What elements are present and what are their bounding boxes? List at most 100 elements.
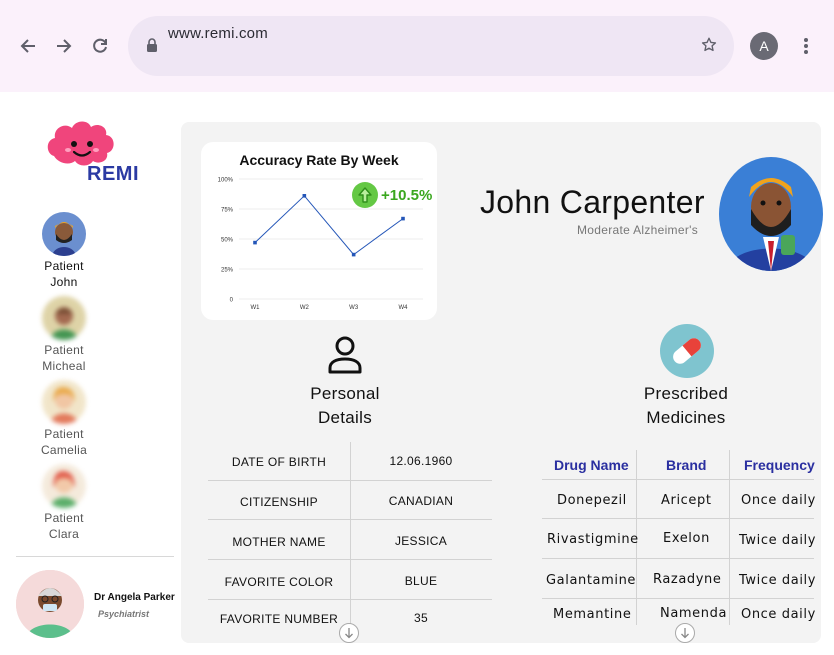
personal-key: CITIZENSHIP: [240, 495, 318, 509]
drug-frequency: Twice daily: [739, 533, 817, 548]
profile-avatar[interactable]: A: [750, 32, 778, 60]
browser-toolbar: www.remi.com A: [0, 0, 834, 92]
table-row: MOTHER NAME JESSICA: [208, 521, 492, 561]
address-bar[interactable]: www.remi.com: [128, 16, 734, 76]
patient-camelia-avatar: [42, 380, 86, 424]
lock-icon: [146, 38, 158, 57]
personal-key: FAVORITE NUMBER: [219, 612, 339, 626]
patient-john-avatar: [42, 212, 86, 256]
personal-key: DATE OF BIRTH: [231, 455, 327, 469]
column-header-brand: Brand: [666, 457, 707, 473]
url-text[interactable]: www.remi.com: [168, 25, 268, 42]
scroll-down-icon[interactable]: [339, 623, 359, 643]
personal-value: BLUE: [404, 574, 438, 588]
forward-arrow-icon[interactable]: [51, 33, 77, 59]
drug-name: Galantamine: [546, 573, 637, 588]
row-divider: [542, 518, 814, 519]
person-icon: [327, 336, 363, 379]
y-tick-label: 0: [230, 298, 234, 304]
reload-icon[interactable]: [87, 33, 113, 59]
personal-details-title: Personal Details: [300, 382, 390, 430]
medicine-table-divider: [636, 450, 637, 625]
row-divider: [542, 558, 814, 559]
scroll-down-icon[interactable]: [675, 623, 695, 643]
more-menu-icon[interactable]: [799, 35, 813, 57]
patient-camelia-label-line1: Patient: [44, 427, 84, 441]
sidebar-patient-micheal[interactable]: Patient Micheal: [28, 296, 100, 374]
drug-frequency: Once daily: [741, 493, 816, 508]
drug-brand: Namenda: [660, 606, 728, 621]
doctor-avatar[interactable]: [16, 570, 84, 638]
personal-key: MOTHER NAME: [232, 535, 326, 549]
prescribed-medicines-title: Prescribed Medicines: [630, 382, 742, 430]
personal-value: 12.06.1960: [389, 454, 453, 468]
column-header-drug-name: Drug Name: [554, 457, 629, 473]
row-divider: [542, 598, 814, 599]
patient-micheal-label-line2: Micheal: [42, 359, 86, 373]
patient-micheal-label-line1: Patient: [44, 343, 84, 357]
chart-title: Accuracy Rate By Week: [239, 152, 399, 168]
patient-clara-label-line1: Patient: [44, 511, 84, 525]
row-divider: [208, 559, 492, 560]
personal-key: FAVORITE COLOR: [224, 575, 334, 589]
drug-name: Memantine: [553, 607, 632, 622]
data-point: [401, 216, 405, 221]
accuracy-line-chart: 0 25% 50% 75% 100% W1 W2 W3 W4: [218, 178, 423, 311]
sidebar-patient-camelia[interactable]: Patient Camelia: [28, 380, 100, 458]
x-tick-label: W1: [251, 305, 261, 311]
sidebar-patient-john[interactable]: Patient John: [28, 212, 100, 290]
y-tick-label: 100%: [218, 178, 234, 184]
x-tick-label: W2: [300, 305, 310, 311]
patient-camelia-label-line2: Camelia: [40, 443, 88, 457]
table-row: CITIZENSHIP CANADIAN: [208, 481, 492, 521]
back-arrow-icon[interactable]: [15, 33, 41, 59]
patient-clara-avatar: [42, 464, 86, 508]
data-point: [253, 240, 257, 245]
sidebar-patient-clara[interactable]: Patient Clara: [28, 464, 100, 542]
drug-frequency: Once daily: [741, 607, 816, 622]
patient-micheal-avatar: [42, 296, 86, 340]
personal-value: JESSICA: [394, 534, 448, 548]
sidebar-divider: [16, 556, 174, 557]
patient-profile-photo: [719, 157, 823, 271]
table-row: FAVORITE NUMBER 35: [208, 598, 492, 638]
prescribed-medicines-title-line1: Prescribed: [643, 384, 729, 403]
patient-clara-label-line2: Clara: [48, 527, 80, 541]
patient-condition: Moderate Alzheimer's: [577, 223, 699, 237]
series-line: [254, 195, 404, 256]
doctor-role: Psychiatrist: [98, 609, 150, 619]
y-tick-label: 50%: [221, 238, 234, 244]
table-row: FAVORITE COLOR BLUE: [208, 561, 492, 601]
patient-john-label-line2: John: [50, 275, 78, 289]
patient-john-label-line1: Patient: [44, 259, 84, 273]
trend-up-arrow-icon: [352, 182, 378, 208]
y-tick-label: 75%: [221, 208, 234, 214]
personal-value: CANADIAN: [388, 494, 454, 508]
brand-name: REMI: [87, 163, 139, 185]
remi-logo-icon: [44, 116, 140, 188]
patient-name: John Carpenter: [480, 184, 705, 220]
personal-details-title-line1: Personal: [310, 384, 380, 403]
table-row: DATE OF BIRTH 12.06.1960: [208, 441, 492, 481]
row-divider: [208, 599, 492, 600]
trend-badge: +10.5%: [352, 182, 432, 208]
x-tick-label: W3: [349, 305, 359, 311]
data-point: [302, 194, 307, 198]
y-tick-label: 25%: [221, 268, 234, 274]
row-divider: [208, 480, 492, 481]
prescribed-medicines-title-line2: Medicines: [646, 408, 726, 427]
pill-icon: [660, 324, 714, 383]
medicine-table-divider: [729, 450, 730, 625]
bookmark-star-icon[interactable]: [700, 36, 718, 59]
personal-details-title-line2: Details: [317, 408, 373, 427]
personal-table-divider: [350, 442, 351, 642]
drug-brand: Exelon: [663, 531, 710, 546]
drug-name: Rivastigmine: [547, 532, 639, 547]
row-divider: [208, 519, 492, 520]
row-divider: [542, 479, 814, 480]
drug-name: Donepezil: [557, 493, 627, 508]
data-point: [351, 252, 356, 257]
x-tick-label: W4: [399, 305, 409, 311]
drug-brand: Aricept: [661, 493, 712, 508]
column-header-frequency: Frequency: [744, 457, 815, 473]
